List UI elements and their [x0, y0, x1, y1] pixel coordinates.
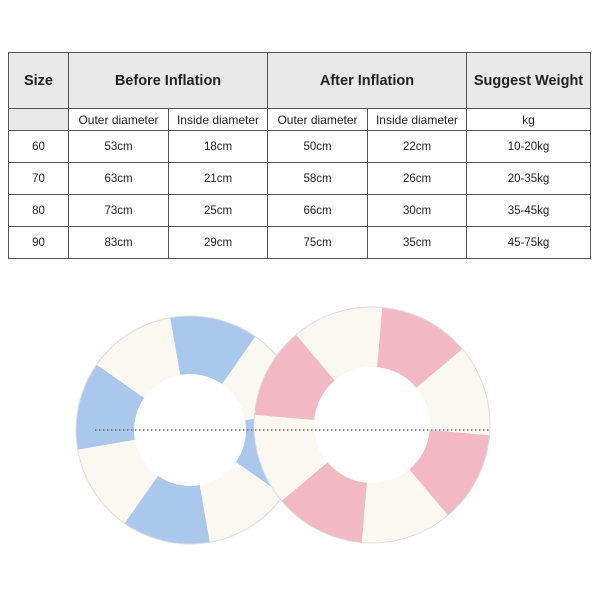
table-cell: 18cm	[168, 130, 268, 163]
table-row: 90 83cm 29cm 75cm 35cm 45-75kg	[8, 226, 591, 259]
header-size: Size	[8, 52, 69, 109]
ring-segment	[170, 316, 256, 385]
ring-segment	[124, 475, 210, 544]
subheader-cell: Outer diameter	[267, 108, 368, 131]
subheader-cell: Inside diameter	[367, 108, 467, 131]
subheader-row: Outer diameter Inside diameter Outer dia…	[8, 108, 591, 131]
table-row: 80 73cm 25cm 66cm 30cm 35-45kg	[8, 194, 591, 227]
table-cell: 70	[8, 162, 69, 195]
table-cell: 83cm	[68, 226, 169, 259]
table-cell: 53cm	[68, 130, 169, 163]
table-cell: 66cm	[267, 194, 368, 227]
subheader-cell: Outer diameter	[68, 108, 169, 131]
swim-rings-image	[75, 306, 491, 545]
table-cell: 50cm	[267, 130, 368, 163]
ring-segment	[377, 307, 463, 388]
ring-segment	[296, 307, 383, 381]
ring-segment	[281, 462, 367, 543]
table-row: 70 63cm 21cm 58cm 26cm 20-35kg	[8, 162, 591, 195]
ring-segment	[253, 414, 328, 501]
header-row: Size Before Inflation After Inflation Su…	[8, 52, 591, 109]
table-cell: 26cm	[367, 162, 467, 195]
table-cell: 10-20kg	[466, 130, 591, 163]
subheader-cell: Inside diameter	[168, 108, 268, 131]
header-suggest-weight: Suggest Weight	[466, 52, 591, 109]
table-cell: 21cm	[168, 162, 268, 195]
table-cell: 35-45kg	[466, 194, 591, 227]
ring-segment	[77, 439, 158, 524]
table-cell: 90	[8, 226, 69, 259]
ring-segment	[254, 334, 335, 420]
ring-segment	[361, 469, 448, 543]
ring-segment	[416, 349, 490, 436]
ring-segment	[96, 317, 181, 398]
ring-outline	[253, 306, 491, 544]
table-cell: 22cm	[367, 130, 467, 163]
table-cell: 45-75kg	[466, 226, 591, 259]
table-cell: 30cm	[367, 194, 467, 227]
header-before-inflation: Before Inflation	[68, 52, 268, 109]
subheader-cell: kg	[466, 108, 591, 131]
size-chart-table: Size Before Inflation After Inflation Su…	[8, 52, 591, 259]
table-cell: 29cm	[168, 226, 268, 259]
header-after-inflation: After Inflation	[267, 52, 467, 109]
ring-segment	[409, 430, 490, 516]
table-cell: 60	[8, 130, 69, 163]
pink-swim-ring	[253, 306, 491, 544]
table-cell: 58cm	[267, 162, 368, 195]
table-row: 60 53cm 18cm 50cm 22cm 10-20kg	[8, 130, 591, 163]
table-cell: 75cm	[267, 226, 368, 259]
table-cell: 73cm	[68, 194, 169, 227]
table-cell: 20-35kg	[466, 162, 591, 195]
ring-segment	[199, 462, 284, 543]
table-cell: 63cm	[68, 162, 169, 195]
table-cell: 25cm	[168, 194, 268, 227]
table-cell: 80	[8, 194, 69, 227]
subheader-empty	[8, 108, 69, 131]
ring-segment	[76, 364, 145, 450]
table-cell: 35cm	[367, 226, 467, 259]
